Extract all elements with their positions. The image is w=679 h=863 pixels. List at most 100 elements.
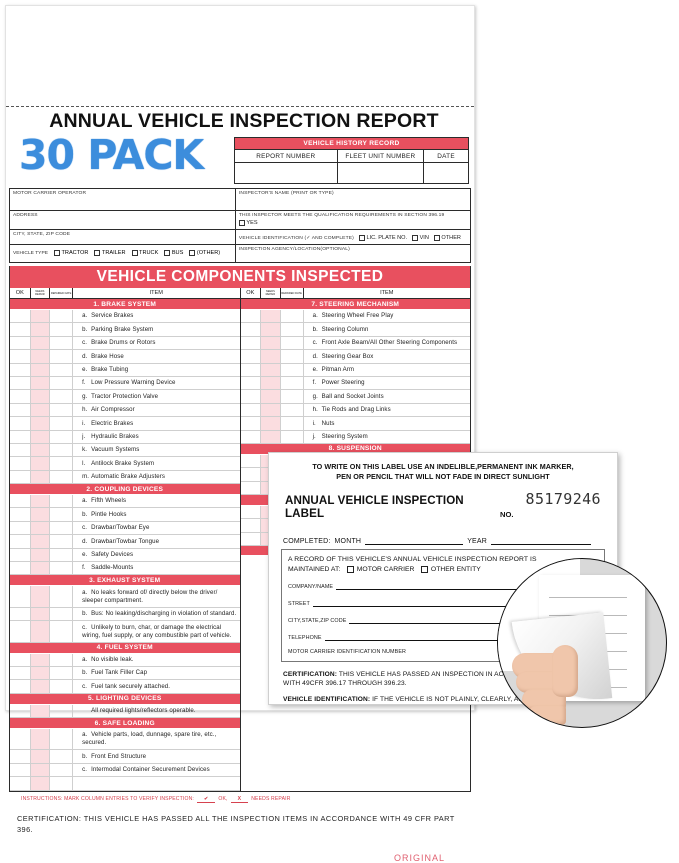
cell-repaired-date[interactable] xyxy=(281,403,304,417)
cell-ok[interactable] xyxy=(10,621,31,642)
cell-repaired-date[interactable] xyxy=(281,323,304,336)
input-company-name[interactable] xyxy=(336,581,552,590)
cell-needs-repair[interactable] xyxy=(261,430,281,443)
cell-needs-repair[interactable] xyxy=(261,336,281,350)
checkbox-other-entity[interactable] xyxy=(421,566,429,573)
field-telephone[interactable]: TELEPHONE xyxy=(288,632,598,641)
cell-needs-repair[interactable] xyxy=(30,521,51,535)
cell-ok[interactable] xyxy=(10,376,31,390)
cell-ok[interactable] xyxy=(10,403,31,417)
cell-repaired-date[interactable] xyxy=(50,376,74,390)
cell-needs-repair[interactable] xyxy=(30,607,51,621)
checkbox-bus[interactable] xyxy=(164,250,171,256)
report-number-input[interactable] xyxy=(235,163,338,183)
cell-needs-repair[interactable] xyxy=(30,535,51,548)
cell-ok[interactable] xyxy=(10,777,31,790)
cell-needs-repair[interactable] xyxy=(30,680,51,693)
cell-needs-repair[interactable] xyxy=(30,390,51,403)
cell-repaired-date[interactable] xyxy=(50,309,74,323)
cell-repaired-date[interactable] xyxy=(50,417,74,430)
checkbox-other-id[interactable] xyxy=(433,235,440,241)
cell-ok[interactable] xyxy=(241,468,262,481)
inspection-row[interactable]: b. Fuel Tank Filler Cap xyxy=(10,666,240,681)
inspection-row[interactable]: c. Front Axle Beam/All Other Steering Com… xyxy=(240,336,470,351)
cell-ok[interactable] xyxy=(241,506,262,519)
cell-repaired-date[interactable] xyxy=(50,621,74,642)
cell-ok[interactable] xyxy=(241,417,262,430)
cell-needs-repair[interactable] xyxy=(30,350,51,363)
inspection-row[interactable]: e. Safety Devices xyxy=(10,548,240,562)
inspection-row[interactable]: c. Drawbar/Towbar Eye xyxy=(10,521,240,536)
inspection-row[interactable]: a. No visible leak. xyxy=(10,653,240,667)
cell-repaired-date[interactable] xyxy=(281,336,304,350)
cell-repaired-date[interactable] xyxy=(50,680,74,693)
cell-repaired-date[interactable] xyxy=(50,508,74,521)
cell-repaired-date[interactable] xyxy=(50,521,74,535)
cell-needs-repair[interactable] xyxy=(30,508,51,521)
cell-needs-repair[interactable] xyxy=(30,457,51,470)
cell-repaired-date[interactable] xyxy=(50,607,74,621)
cell-ok[interactable] xyxy=(10,457,31,470)
month-input[interactable] xyxy=(365,536,464,545)
cell-ok[interactable] xyxy=(10,562,31,575)
field-address[interactable]: ADDRESS xyxy=(10,211,235,230)
inspection-row[interactable]: g. Ball and Socket Joints xyxy=(240,390,470,404)
cell-ok[interactable] xyxy=(241,309,262,323)
inspection-row[interactable]: a. Steering Wheel Free Play xyxy=(240,309,470,324)
inspection-row[interactable]: i. Nuts xyxy=(240,417,470,431)
inspection-row[interactable]: e. Brake Tubing xyxy=(10,363,240,377)
field-vehicle-identification[interactable]: VEHICLE IDENTIFICATION (✓ AND COMPLETE) … xyxy=(235,230,470,245)
cell-repaired-date[interactable] xyxy=(50,443,74,457)
inspection-row[interactable]: k. Vacuum Systems xyxy=(10,443,240,458)
cell-repaired-date[interactable] xyxy=(281,376,304,390)
cell-ok[interactable] xyxy=(241,376,262,390)
inspection-row[interactable]: d. Drawbar/Towbar Tongue xyxy=(10,535,240,549)
cell-ok[interactable] xyxy=(241,390,262,403)
inspection-row[interactable]: d. Steering Gear Box xyxy=(240,350,470,364)
inspection-row[interactable]: j. Hydraulic Brakes xyxy=(10,430,240,444)
completed-row[interactable]: COMPLETED: MONTH YEAR xyxy=(283,536,605,545)
field-city-state-zip[interactable]: CITY, STATE, ZIP CODE xyxy=(10,230,235,245)
cell-repaired-date[interactable] xyxy=(50,763,74,777)
cell-needs-repair[interactable] xyxy=(30,548,51,561)
cell-ok[interactable] xyxy=(10,535,31,548)
inspection-row[interactable]: b. Bus: No leaking/discharging in violati… xyxy=(10,607,240,622)
field-vehicle-type[interactable]: VEHICLE TYPE TRACTOR TRAILER TRUCK xyxy=(10,245,235,262)
inspection-row[interactable]: m. Automatic Brake Adjusters xyxy=(10,470,240,485)
cell-repaired-date[interactable] xyxy=(50,777,74,790)
date-input[interactable] xyxy=(424,163,468,183)
inspection-row[interactable]: e. Pitman Arm xyxy=(240,363,470,377)
cell-repaired-date[interactable] xyxy=(281,390,304,403)
inspection-row[interactable]: a. No leaks forward of/ directly below th… xyxy=(10,586,240,608)
cell-repaired-date[interactable] xyxy=(50,457,74,470)
checkbox-qualification-yes[interactable] xyxy=(238,220,245,226)
cell-needs-repair[interactable] xyxy=(261,403,281,417)
inspection-row[interactable]: a. Vehicle parts, load, dunnage, spare ti… xyxy=(10,729,240,751)
cell-repaired-date[interactable] xyxy=(281,430,304,443)
cell-repaired-date[interactable] xyxy=(50,704,74,718)
fleet-unit-number-input[interactable] xyxy=(338,163,425,183)
cell-repaired-date[interactable] xyxy=(50,470,74,484)
inspection-row[interactable]: i. Electric Brakes xyxy=(10,417,240,431)
year-input[interactable] xyxy=(491,536,592,545)
input-street[interactable] xyxy=(312,598,553,607)
inspection-row[interactable]: All required lights/reflectors operable. xyxy=(10,704,240,719)
cell-repaired-date[interactable] xyxy=(50,336,74,350)
checkbox-lic-plate-no[interactable] xyxy=(358,235,365,241)
cell-ok[interactable] xyxy=(10,508,31,521)
cell-ok[interactable] xyxy=(10,763,31,777)
cell-ok[interactable] xyxy=(10,470,31,484)
cell-ok[interactable] xyxy=(241,323,262,336)
cell-repaired-date[interactable] xyxy=(281,417,304,430)
field-inspector-name[interactable]: INSPECTOR'S NAME (PRINT OR TYPE) xyxy=(235,189,470,211)
cell-ok[interactable] xyxy=(10,729,31,750)
cell-needs-repair[interactable] xyxy=(30,750,51,763)
inspection-row[interactable]: c. Intermodal Container Securement Device… xyxy=(10,763,240,778)
cell-ok[interactable] xyxy=(10,704,31,718)
cell-needs-repair[interactable] xyxy=(30,763,51,777)
cell-ok[interactable] xyxy=(241,403,262,417)
cell-ok[interactable] xyxy=(10,495,31,508)
cell-repaired-date[interactable] xyxy=(50,666,74,680)
cell-ok[interactable] xyxy=(10,390,31,403)
inspection-row[interactable]: b. Steering Column xyxy=(240,323,470,337)
